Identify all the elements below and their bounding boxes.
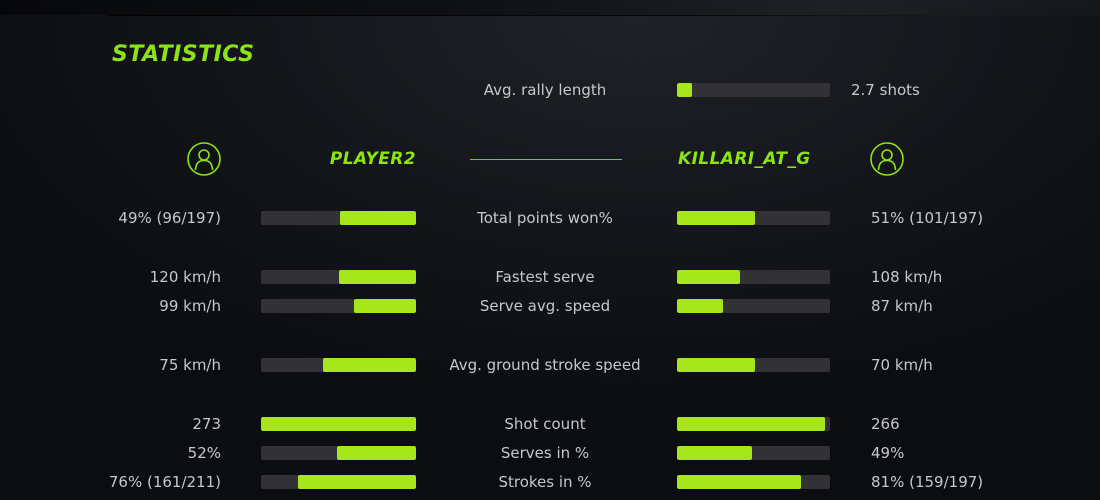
- stat-row-strokes-in: 76% (161/211) Strokes in % 81% (159/197): [0, 471, 1100, 493]
- right-bar-fill: [677, 417, 826, 431]
- stat-row-fastest-serve: 120 km/h Fastest serve 108 km/h: [0, 266, 1100, 288]
- right-player-value: 81% (159/197): [871, 473, 984, 491]
- right-player-user-icon: [870, 142, 904, 176]
- right-player-name: KILLARI_AT_G: [678, 149, 811, 169]
- right-bar-fill: [677, 475, 801, 489]
- left-player-bar: [261, 211, 416, 225]
- left-player-bar: [261, 299, 416, 313]
- stat-label: Serve avg. speed: [479, 297, 611, 315]
- stat-label: Shot count: [504, 415, 586, 433]
- left-player-value: 273: [192, 415, 221, 433]
- left-player-value: 52%: [187, 444, 221, 462]
- left-bar-fill: [336, 446, 416, 460]
- top-strip: [0, 0, 1100, 15]
- left-player-value: 120 km/h: [149, 268, 221, 286]
- left-bar-fill: [298, 475, 416, 489]
- right-player-bar: [677, 211, 830, 225]
- stat-row-serves-in: 52% Serves in % 49%: [0, 442, 1100, 464]
- rally-length-bar: [677, 83, 830, 97]
- right-player-bar: [677, 446, 830, 460]
- stat-label: Fastest serve: [495, 268, 595, 286]
- right-bar-fill: [677, 358, 756, 372]
- right-player-value: 87 km/h: [871, 297, 933, 315]
- right-player-bar: [677, 417, 830, 431]
- left-player-bar: [261, 358, 416, 372]
- right-player-bar: [677, 358, 830, 372]
- right-player-bar: [677, 475, 830, 489]
- right-bar-fill: [677, 446, 752, 460]
- left-bar-fill: [354, 299, 416, 313]
- stat-row-serve-avg-speed: 99 km/h Serve avg. speed 87 km/h: [0, 295, 1100, 317]
- rally-length-bar-fill: [677, 83, 693, 97]
- right-player-bar: [677, 270, 830, 284]
- left-player-user-icon: [187, 142, 221, 176]
- left-bar-fill: [323, 358, 416, 372]
- stat-row-total-points: 49% (96/197) Total points won% 51% (101/…: [0, 207, 1100, 229]
- left-player-value: 49% (96/197): [118, 209, 221, 227]
- left-bar-fill: [261, 417, 416, 431]
- stat-label: Serves in %: [500, 444, 590, 462]
- left-player-value: 99 km/h: [159, 297, 221, 315]
- right-bar-fill: [677, 211, 756, 225]
- stat-row-ground-stroke-speed: 75 km/h Avg. ground stroke speed 70 km/h: [0, 354, 1100, 376]
- right-bar-fill: [677, 299, 723, 313]
- right-player-bar: [677, 299, 830, 313]
- left-bar-fill: [340, 211, 416, 225]
- stat-label: Total points won%: [477, 209, 613, 227]
- left-player-name: PLAYER2: [329, 149, 416, 169]
- players-divider-line: [470, 159, 622, 160]
- rally-length-value: 2.7 shots: [851, 81, 920, 99]
- panel-top-edge: [110, 15, 940, 16]
- right-bar-fill: [677, 270, 740, 284]
- left-player-bar: [261, 446, 416, 460]
- right-player-value: 49%: [871, 444, 905, 462]
- stat-label: Strokes in %: [498, 473, 592, 491]
- stat-label: Avg. ground stroke speed: [449, 356, 641, 374]
- left-bar-fill: [338, 270, 416, 284]
- right-player-value: 266: [871, 415, 900, 433]
- left-player-bar: [261, 270, 416, 284]
- statistics-panel: [0, 15, 1100, 500]
- left-player-value: 75 km/h: [159, 356, 221, 374]
- rally-length-row: Avg. rally length 2.7 shots: [0, 79, 1100, 101]
- stat-row-shot-count: 273 Shot count 266: [0, 413, 1100, 435]
- left-player-bar: [261, 475, 416, 489]
- page-title: STATISTICS: [112, 42, 255, 67]
- right-player-value: 108 km/h: [871, 268, 943, 286]
- rally-length-label: Avg. rally length: [483, 81, 607, 99]
- right-player-value: 51% (101/197): [871, 209, 984, 227]
- left-player-value: 76% (161/211): [108, 473, 221, 491]
- right-player-value: 70 km/h: [871, 356, 933, 374]
- left-player-bar: [261, 417, 416, 431]
